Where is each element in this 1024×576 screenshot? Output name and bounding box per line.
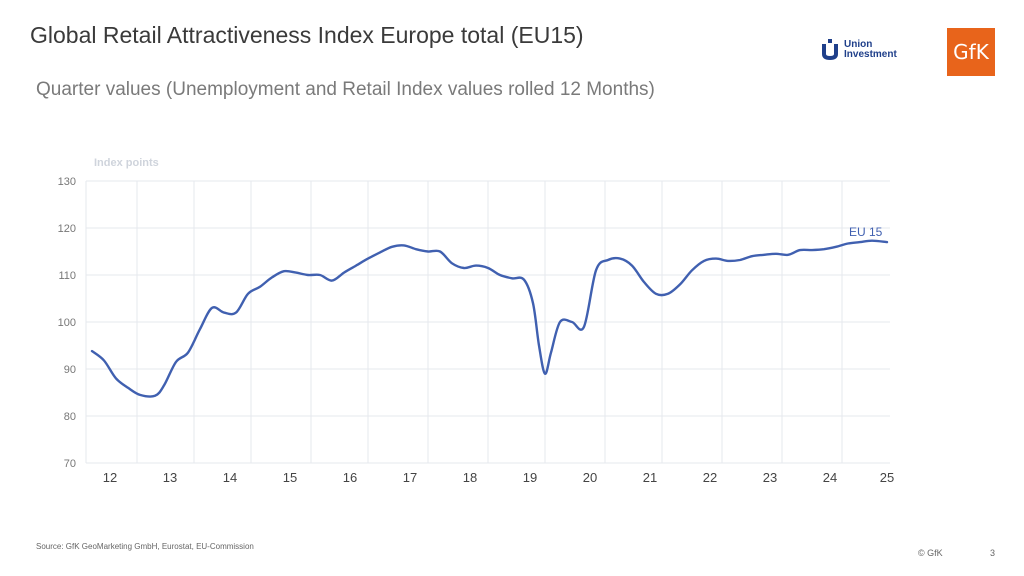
copyright: © GfK [918, 548, 943, 558]
series-layer: EU 15 [90, 225, 889, 398]
x-tick-label: 16 [343, 470, 357, 485]
x-tick-label: 23 [763, 470, 777, 485]
x-axis: 12 13 14 15 16 17 18 19 20 21 22 23 24 25 [103, 470, 894, 485]
x-tick-label: 12 [103, 470, 117, 485]
y-tick-label: 110 [58, 270, 76, 282]
union-investment-wordmark: Union Investment [844, 39, 897, 60]
series-line-eu15 [90, 239, 889, 398]
x-tick-label: 24 [823, 470, 837, 485]
y-axis-title: Index points [94, 157, 159, 169]
x-tick-label: 18 [463, 470, 477, 485]
source-note: Source: GfK GeoMarketing GmbH, Eurostat,… [36, 542, 254, 551]
y-axis: 70 80 90 100 110 120 130 [58, 176, 76, 470]
x-tick-label: 19 [523, 470, 537, 485]
x-tick-label: 13 [163, 470, 177, 485]
y-tick-label: 70 [64, 458, 76, 470]
x-tick-label: 17 [403, 470, 417, 485]
grid-layer [85, 180, 890, 464]
y-tick-label: 120 [58, 223, 76, 235]
y-tick-label: 80 [64, 411, 76, 423]
y-tick-label: 100 [58, 317, 76, 329]
union-investment-logo: Union Investment [820, 38, 897, 62]
x-tick-label: 14 [223, 470, 237, 485]
x-tick-label: 15 [283, 470, 297, 485]
y-tick-label: 90 [64, 364, 76, 376]
x-tick-label: 21 [643, 470, 657, 485]
x-tick-label: 20 [583, 470, 597, 485]
y-tick-label: 130 [58, 176, 76, 188]
x-tick-label: 25 [880, 470, 894, 485]
union-investment-icon [820, 38, 840, 62]
gfk-logo: GfK [947, 28, 995, 76]
page-subtitle: Quarter values (Unemployment and Retail … [36, 79, 655, 100]
page-title: Global Retail Attractiveness Index Europ… [30, 22, 584, 48]
series-label-eu15: EU 15 [849, 225, 883, 239]
page-number: 3 [990, 548, 996, 558]
x-tick-label: 22 [703, 470, 717, 485]
